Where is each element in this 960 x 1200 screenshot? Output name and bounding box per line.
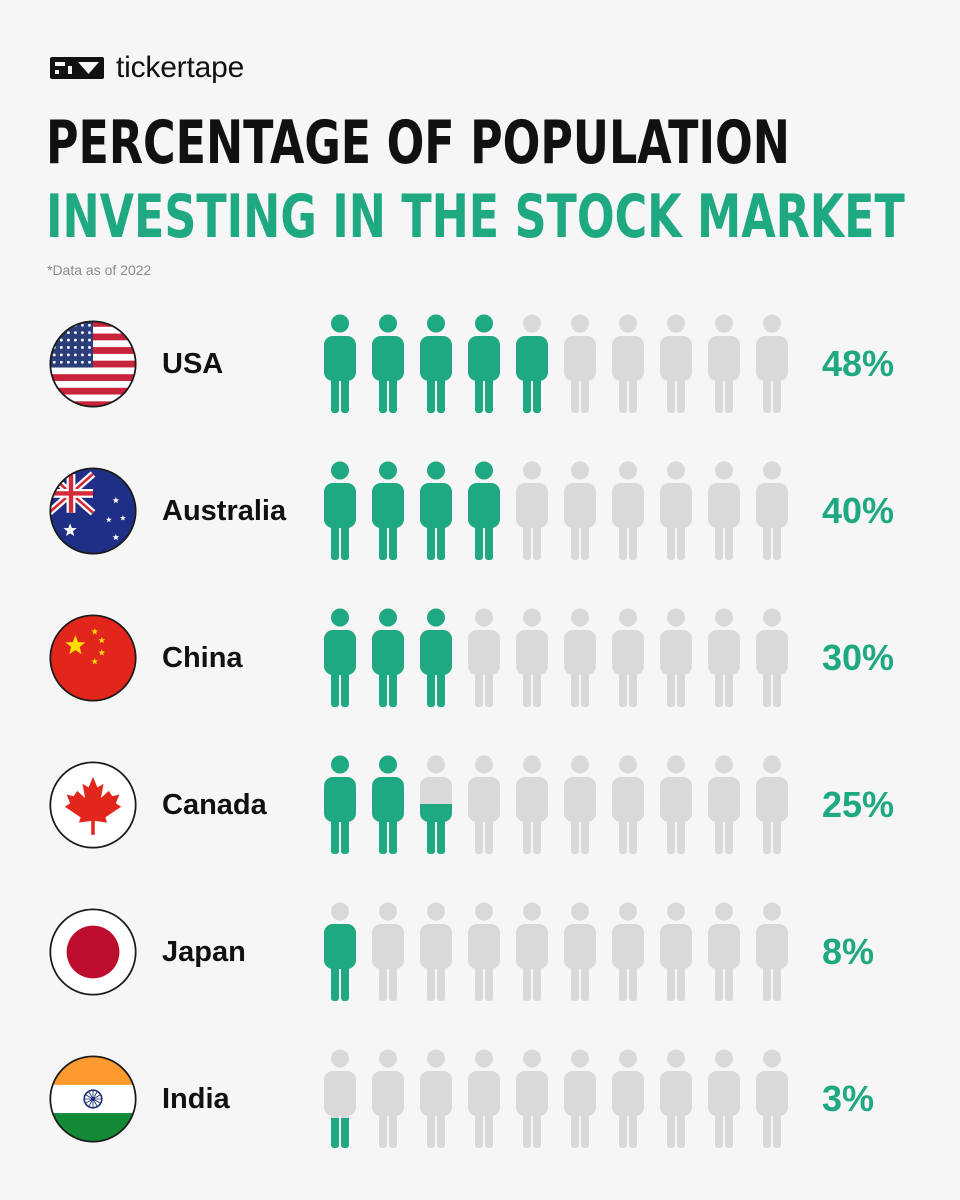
japan-flag-icon xyxy=(49,908,137,996)
person-icon xyxy=(564,902,596,1001)
title-line-2: INVESTING IN THE STOCK MARKET xyxy=(46,182,905,252)
brand-name: tickertape xyxy=(116,51,245,84)
person-icon xyxy=(420,902,452,1001)
person-icon xyxy=(516,902,548,1001)
country-label-japan: Japan xyxy=(162,936,246,968)
person-icon xyxy=(660,314,692,413)
person-icon xyxy=(420,314,452,413)
person-icon xyxy=(756,314,788,413)
person-icon xyxy=(660,755,692,854)
person-icon xyxy=(324,755,356,854)
percent-label-china: 30% xyxy=(822,637,895,678)
person-icon xyxy=(708,314,740,413)
person-icon xyxy=(756,461,788,560)
title-line-1: PERCENTAGE OF POPULATION xyxy=(46,108,790,178)
country-row-canada: Canada 25% xyxy=(0,745,960,865)
canada-flag-icon xyxy=(49,761,137,849)
people-pictograph-usa xyxy=(324,314,788,413)
country-row-australia: Australia 40% xyxy=(0,451,960,571)
country-row-japan: Japan 8% xyxy=(0,892,960,1012)
person-icon xyxy=(756,755,788,854)
person-icon xyxy=(516,755,548,854)
footnote: *Data as of 2022 xyxy=(47,262,152,278)
country-label-india: India xyxy=(162,1083,230,1115)
country-label-australia: Australia xyxy=(162,495,287,527)
person-icon xyxy=(468,1049,500,1148)
person-icon xyxy=(612,608,644,707)
person-icon xyxy=(708,755,740,854)
india-flag-icon xyxy=(49,1055,137,1143)
percent-label-canada: 25% xyxy=(822,784,895,825)
percent-label-usa: 48% xyxy=(822,343,895,384)
person-icon xyxy=(660,461,692,560)
person-icon xyxy=(372,1049,404,1148)
person-icon xyxy=(756,1049,788,1148)
people-pictograph-canada xyxy=(324,755,788,854)
person-icon xyxy=(468,902,500,1001)
person-icon xyxy=(324,608,356,707)
person-icon xyxy=(372,902,404,1001)
person-icon xyxy=(324,1049,356,1148)
person-icon xyxy=(324,461,356,560)
person-icon xyxy=(564,314,596,413)
percent-label-india: 3% xyxy=(822,1078,875,1119)
person-icon xyxy=(564,1049,596,1148)
person-icon xyxy=(372,608,404,707)
person-icon xyxy=(660,1049,692,1148)
people-pictograph-japan xyxy=(324,902,788,1001)
person-icon xyxy=(612,461,644,560)
person-icon xyxy=(516,314,548,413)
person-icon xyxy=(660,902,692,1001)
australia-flag-icon xyxy=(49,467,137,555)
people-pictograph-china xyxy=(324,608,788,707)
percent-label-australia: 40% xyxy=(822,490,895,531)
usa-flag-icon xyxy=(49,320,137,408)
person-icon xyxy=(516,461,548,560)
people-pictograph-australia xyxy=(324,461,788,560)
person-icon xyxy=(564,461,596,560)
person-icon xyxy=(756,902,788,1001)
person-icon xyxy=(612,902,644,1001)
person-icon xyxy=(612,755,644,854)
country-row-india: India 3% xyxy=(0,1039,960,1159)
china-flag-icon xyxy=(49,614,137,702)
person-icon xyxy=(372,755,404,854)
person-icon xyxy=(708,1049,740,1148)
person-icon xyxy=(420,461,452,560)
person-icon xyxy=(660,608,692,707)
people-pictograph-india xyxy=(324,1049,788,1148)
tickertape-logo-icon xyxy=(50,57,104,79)
person-icon xyxy=(756,608,788,707)
person-icon xyxy=(708,461,740,560)
person-icon xyxy=(468,314,500,413)
country-row-usa: USA 48% xyxy=(0,304,960,424)
person-icon xyxy=(420,608,452,707)
country-label-china: China xyxy=(162,642,243,674)
person-icon xyxy=(612,1049,644,1148)
person-icon xyxy=(468,608,500,707)
person-icon xyxy=(372,314,404,413)
country-label-canada: Canada xyxy=(162,789,267,821)
person-icon xyxy=(708,608,740,707)
percent-label-japan: 8% xyxy=(822,931,875,972)
person-icon xyxy=(372,461,404,560)
person-icon xyxy=(468,755,500,854)
person-icon xyxy=(516,608,548,707)
person-icon xyxy=(324,902,356,1001)
person-icon xyxy=(324,314,356,413)
person-icon xyxy=(516,1049,548,1148)
brand: tickertape xyxy=(50,48,244,88)
person-icon xyxy=(708,902,740,1001)
person-icon xyxy=(420,755,452,854)
country-row-china: China 30% xyxy=(0,598,960,718)
person-icon xyxy=(420,1049,452,1148)
person-icon xyxy=(468,461,500,560)
country-label-usa: USA xyxy=(162,348,224,380)
person-icon xyxy=(564,755,596,854)
person-icon xyxy=(612,314,644,413)
person-icon xyxy=(564,608,596,707)
